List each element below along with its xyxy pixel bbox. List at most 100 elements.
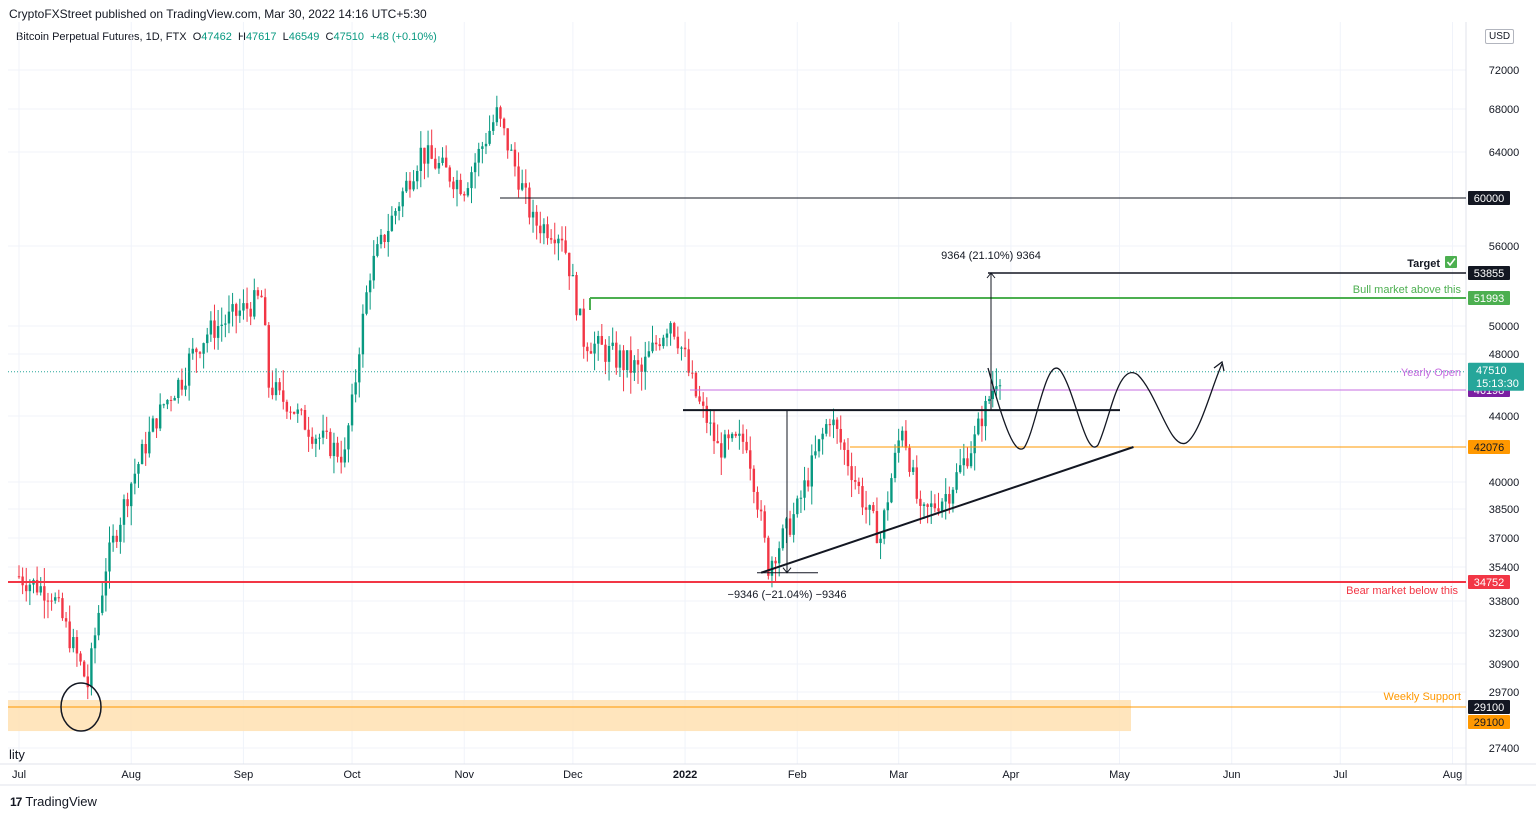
candle-up <box>177 377 180 404</box>
y-tick-label: 48000 <box>1489 349 1520 361</box>
candle-body <box>408 180 412 190</box>
y-tick-label: 56000 <box>1489 241 1520 253</box>
candle-down <box>636 349 640 384</box>
low-label: L <box>282 31 289 43</box>
candle-body <box>828 424 832 426</box>
candle-body <box>520 183 524 190</box>
candle-body <box>488 130 491 144</box>
candle-up <box>597 330 600 361</box>
candle-up <box>173 395 176 401</box>
candle-body <box>227 311 231 324</box>
candle-down <box>759 500 763 521</box>
x-axis-ticks: Jul Aug Sep Oct Nov Dec 2022 Feb Mar Apr May Jun Jul… <box>12 769 1462 781</box>
candle-body <box>911 467 915 472</box>
symbol-legend: Bitcoin Perpetual Futures, 1D, FTX O4746… <box>16 31 437 43</box>
candle-up <box>394 208 397 225</box>
x-tick-label: Aug <box>1443 769 1463 781</box>
check-icon <box>1445 256 1457 268</box>
candle-body <box>289 411 292 413</box>
candle-body <box>582 308 585 347</box>
candle-up <box>184 367 187 397</box>
candle-body <box>886 502 889 511</box>
badge-60000: 60000 <box>1474 193 1505 205</box>
candle-down <box>854 466 857 490</box>
candle-down <box>86 664 89 700</box>
candle-down <box>640 357 643 391</box>
candle-body <box>575 275 578 316</box>
candle-down <box>835 417 839 444</box>
candle-body <box>517 166 520 190</box>
candle-body <box>473 162 477 173</box>
candle-body <box>955 472 958 490</box>
candle-down <box>763 505 766 543</box>
candle-body <box>492 122 495 131</box>
candle-body <box>263 297 267 326</box>
candle-body <box>300 409 303 411</box>
x-tick-label: Sep <box>234 769 254 781</box>
candle-body <box>350 394 354 426</box>
candle-body <box>785 518 788 529</box>
candle-up <box>140 439 144 465</box>
candle-body <box>973 434 976 454</box>
candle-up <box>39 577 42 596</box>
candle-body <box>564 240 567 253</box>
candle-down <box>683 331 687 358</box>
candle-body <box>274 382 278 396</box>
candle-down <box>654 335 658 351</box>
candle-down <box>180 368 184 396</box>
candle-body <box>101 595 104 613</box>
candle-up <box>998 379 1002 400</box>
candle-down <box>549 229 553 244</box>
candle-body <box>502 118 506 129</box>
candle-body <box>680 347 683 349</box>
candle-body <box>115 535 118 542</box>
candle-up <box>669 321 672 346</box>
candle-body <box>238 310 242 316</box>
x-tick-label: Apr <box>1002 769 1019 781</box>
candle-up <box>137 461 140 488</box>
candle-up <box>220 307 223 342</box>
candle-down <box>872 502 875 514</box>
candle-up <box>368 273 372 310</box>
current-price-badge-bg <box>1468 362 1524 391</box>
y-tick-label: 64000 <box>1489 147 1520 159</box>
candle-up <box>162 403 165 409</box>
candle-body <box>604 344 607 362</box>
candle-body <box>893 452 897 479</box>
candle-up <box>593 331 596 371</box>
candle-body <box>339 456 343 463</box>
candle-body <box>285 401 289 412</box>
candle-up <box>781 524 785 551</box>
candle-down <box>691 360 694 379</box>
candle-down <box>278 378 281 396</box>
candle-down <box>846 438 850 476</box>
candle-up <box>470 166 473 204</box>
candle-body <box>368 280 372 293</box>
candle-body <box>213 320 216 338</box>
candle-up <box>130 481 133 526</box>
candle-up <box>893 444 897 483</box>
candle-body <box>365 292 368 314</box>
candle-body <box>43 586 46 601</box>
candle-body <box>448 167 451 182</box>
candle-down <box>307 416 310 452</box>
candle-up <box>520 169 524 192</box>
candle-up <box>108 526 111 589</box>
candle-body <box>401 191 404 207</box>
y-tick-label: 37000 <box>1489 533 1520 545</box>
candle-down <box>213 304 216 350</box>
candle-down <box>285 399 289 419</box>
candle-body <box>477 148 480 163</box>
publisher-line: CryptoFXStreet published on TradingView.… <box>9 7 427 21</box>
candle-body <box>730 433 734 439</box>
candle-up <box>995 368 998 396</box>
y-tick-label: 29700 <box>1489 687 1520 699</box>
badge-51993: 51993 <box>1474 293 1505 305</box>
candle-body <box>155 418 158 429</box>
candle-up <box>944 478 947 520</box>
candle-body <box>329 431 332 457</box>
candle-body <box>980 418 984 427</box>
candle-down <box>564 226 567 255</box>
currency-badge[interactable]: USD <box>1485 29 1515 44</box>
